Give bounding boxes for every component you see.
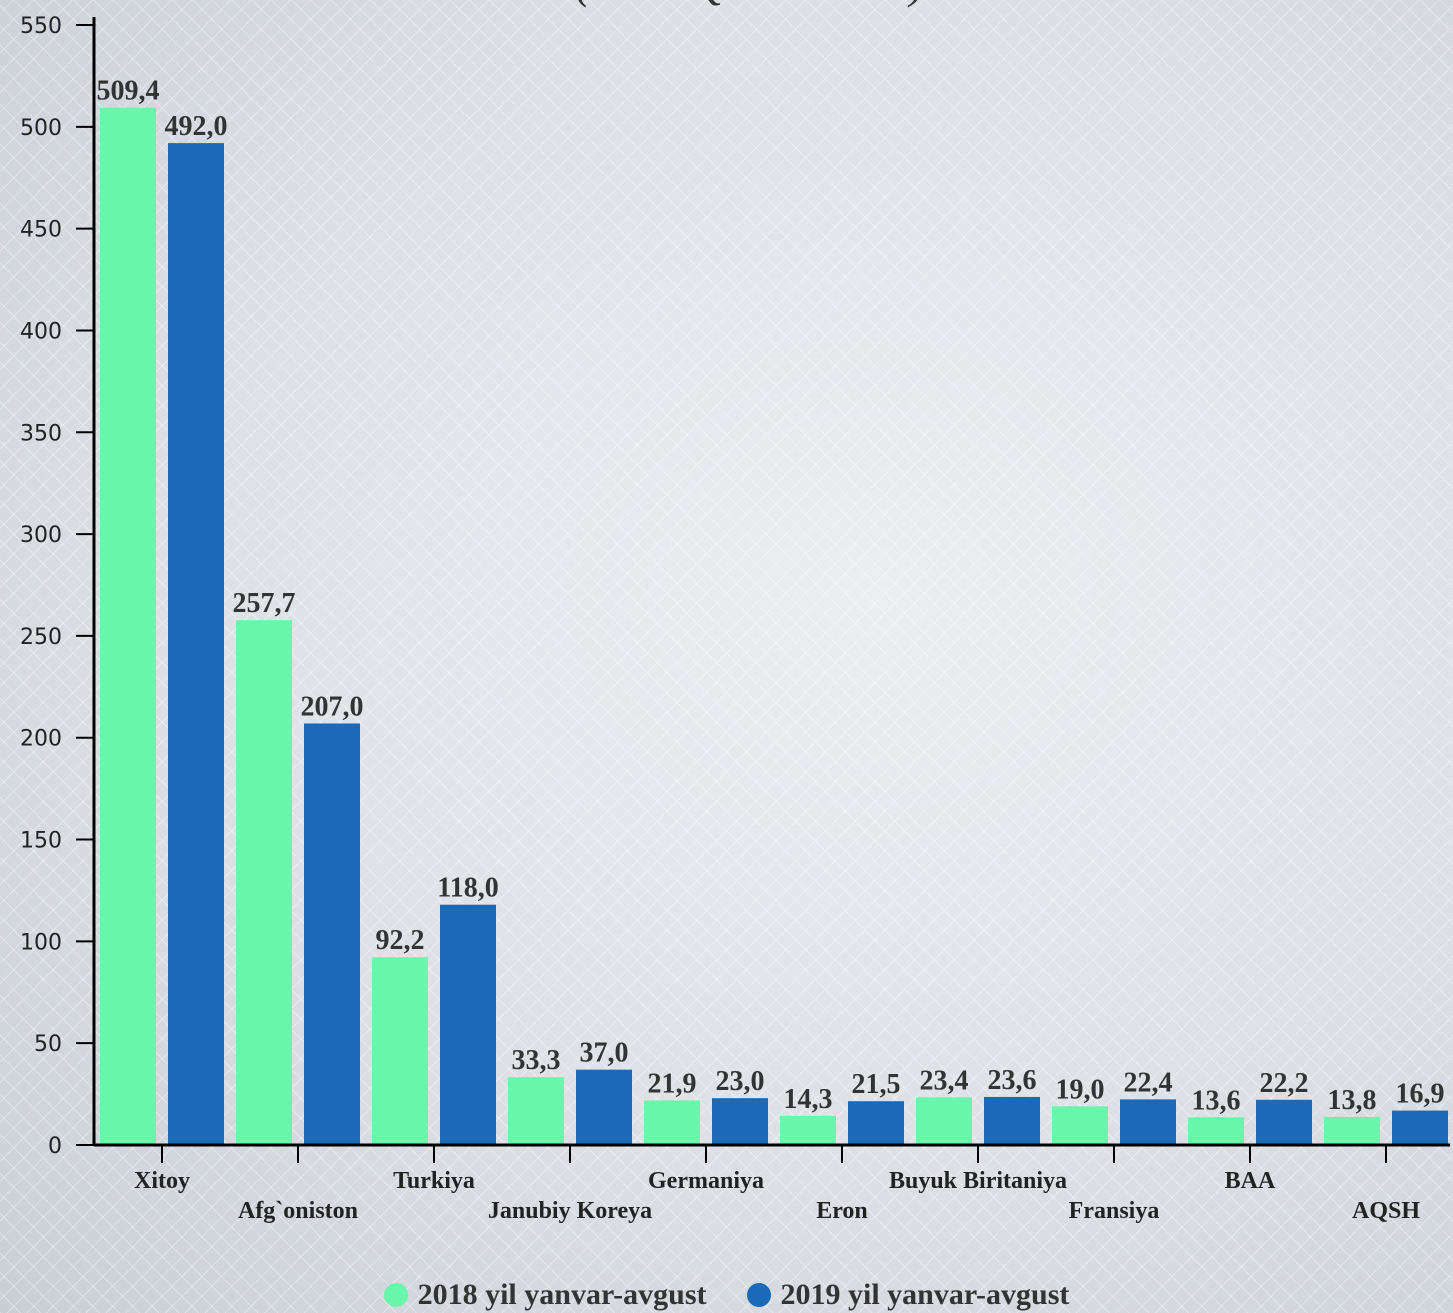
y-tick-label: 450 xyxy=(20,218,62,243)
y-tick-label: 500 xyxy=(20,116,62,141)
y-tick-label: 150 xyxy=(20,829,62,854)
data-label: 118,0 xyxy=(437,873,498,904)
bar xyxy=(236,620,292,1145)
x-tick-label: Eron xyxy=(816,1198,868,1224)
data-label: 23,0 xyxy=(716,1066,765,1097)
data-label: 23,4 xyxy=(920,1065,969,1096)
y-tick-label: 0 xyxy=(48,1134,62,1159)
data-label: 16,9 xyxy=(1396,1079,1445,1110)
x-tick-label: AQSH xyxy=(1352,1198,1420,1224)
x-tick-label: Turkiya xyxy=(393,1168,475,1194)
bar xyxy=(780,1115,836,1145)
y-tick-label: 550 xyxy=(20,14,62,39)
data-label: 22,2 xyxy=(1260,1068,1309,1099)
bar xyxy=(304,723,360,1145)
bar xyxy=(916,1097,972,1145)
y-tick-label: 100 xyxy=(20,930,62,955)
data-label: 21,5 xyxy=(852,1069,901,1100)
legend-swatch-2018 xyxy=(383,1283,408,1307)
data-label: 21,9 xyxy=(648,1068,697,1099)
data-label: 19,0 xyxy=(1056,1074,1105,1105)
x-tick-label: Buyuk Biritaniya xyxy=(889,1168,1067,1194)
data-label: 33,3 xyxy=(512,1045,561,1076)
data-label: 22,4 xyxy=(1124,1067,1173,1098)
bar xyxy=(1392,1110,1448,1145)
legend-swatch-2019 xyxy=(746,1283,771,1307)
bar xyxy=(1256,1099,1312,1145)
y-tick-label: 400 xyxy=(20,319,62,344)
bar xyxy=(1324,1116,1380,1145)
data-label: 14,3 xyxy=(784,1084,833,1115)
bar xyxy=(1120,1099,1176,1145)
legend-label-2019: 2019 yil yanvar-avgust xyxy=(780,1278,1070,1311)
bar xyxy=(168,143,224,1146)
legend-item-2018: 2018 yil yanvar-avgust xyxy=(383,1278,707,1312)
x-axis: Xitoy Afg`oniston Turkiya Janubiy Koreya Ger… xyxy=(94,1143,1450,1224)
y-axis: 0 50 100 150 200 250 300 350 400 450 500 550 xyxy=(20,14,96,1159)
data-label: 37,0 xyxy=(580,1038,629,1069)
data-label: 13,8 xyxy=(1328,1085,1377,1116)
data-label: 23,6 xyxy=(988,1065,1037,1096)
data-label: 92,2 xyxy=(376,925,425,956)
data-label: 509,4 xyxy=(97,76,160,107)
legend-item-2019: 2019 yil yanvar-avgust xyxy=(746,1278,1070,1312)
y-tick-label: 350 xyxy=(20,421,62,446)
bar xyxy=(848,1101,904,1145)
legend: 2018 yil yanvar-avgust 2019 yil yanvar-a… xyxy=(0,1278,1453,1312)
y-tick-label: 250 xyxy=(20,625,62,650)
bar xyxy=(372,957,428,1145)
x-tick-label: BAA xyxy=(1225,1168,1276,1194)
bar xyxy=(1052,1106,1108,1145)
bar xyxy=(576,1069,632,1145)
x-tick-label: Afg`oniston xyxy=(238,1198,358,1224)
data-label: 492,0 xyxy=(165,111,228,142)
legend-label-2018: 2018 yil yanvar-avgust xyxy=(417,1278,707,1311)
bar xyxy=(1188,1117,1244,1145)
data-label: 207,0 xyxy=(301,691,364,722)
bar xyxy=(712,1098,768,1145)
bar xyxy=(508,1077,564,1145)
bars xyxy=(100,107,1448,1146)
bar xyxy=(100,107,156,1145)
bar xyxy=(644,1100,700,1145)
data-label: 257,7 xyxy=(233,588,296,619)
y-tick-label: 50 xyxy=(34,1032,62,1057)
bar xyxy=(440,904,496,1145)
chart-title: (mln AQSH dollari) xyxy=(576,0,925,8)
x-tick-label: Xitoy xyxy=(134,1168,190,1194)
x-tick-label: Janubiy Koreya xyxy=(488,1198,652,1224)
x-tick-label: Germaniya xyxy=(648,1168,764,1194)
y-tick-label: 200 xyxy=(20,727,62,752)
y-tick-label: 300 xyxy=(20,523,62,548)
bar xyxy=(984,1096,1040,1145)
x-tick-label: Fransiya xyxy=(1069,1198,1160,1224)
data-label: 13,6 xyxy=(1192,1085,1241,1116)
